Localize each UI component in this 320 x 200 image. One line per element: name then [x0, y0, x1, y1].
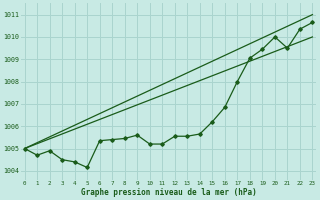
- X-axis label: Graphe pression niveau de la mer (hPa): Graphe pression niveau de la mer (hPa): [81, 188, 256, 197]
